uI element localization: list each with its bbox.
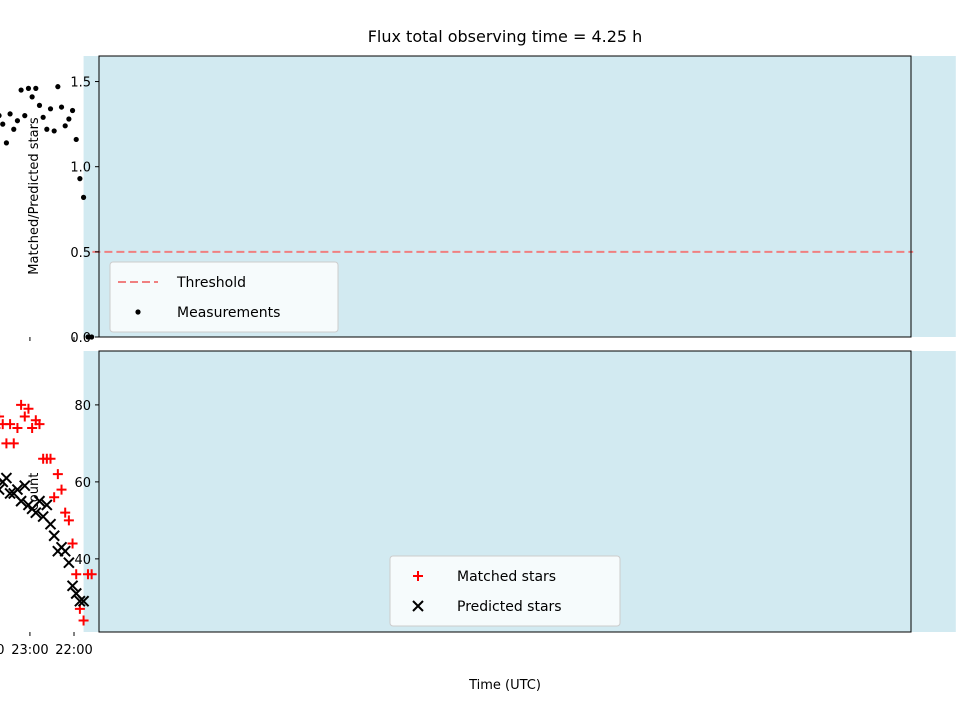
series-measurements [0, 84, 95, 340]
data-point [1, 438, 12, 449]
data-point [44, 126, 50, 132]
legend-marker [412, 600, 424, 612]
data-point [85, 334, 91, 340]
legend-label: Predicted stars [457, 599, 562, 615]
data-point [7, 111, 13, 117]
data-point [8, 487, 20, 500]
data-point [70, 587, 82, 600]
data-point [11, 126, 17, 132]
data-point [67, 538, 78, 549]
plot-frame [98, 350, 912, 633]
data-point [19, 480, 31, 492]
plot-frame [98, 55, 912, 338]
x-tick-label: 00:00 [0, 643, 5, 658]
x-tick-label: 23:00 [11, 643, 48, 658]
data-point [25, 85, 32, 91]
data-point [0, 419, 8, 430]
data-point [48, 530, 60, 542]
data-point [3, 140, 10, 146]
data-point [69, 107, 76, 114]
legend-marker [413, 571, 423, 581]
chart-title: Flux total observing time = 4.25 h [368, 27, 643, 46]
data-point [55, 84, 61, 90]
data-point [62, 123, 68, 129]
data-point [52, 469, 63, 480]
data-point [18, 87, 24, 93]
data-point [63, 515, 74, 526]
data-point [4, 487, 16, 500]
data-point [22, 499, 35, 511]
y-tick-label: 40 [74, 553, 91, 568]
bottom-panel: 40608022:0023:0000:0001:0002:0003:00Matc… [0, 350, 956, 658]
legend-marker [135, 309, 141, 315]
legend-label: Threshold [176, 275, 246, 291]
data-point [60, 507, 71, 518]
top-panel: 0.0 0.5 1.0 1.5 Threshold Measurements [0, 55, 956, 346]
data-point [58, 104, 65, 110]
data-point [56, 484, 67, 495]
data-point [0, 121, 6, 127]
y-tick-label: 60 [74, 476, 91, 491]
series-predicted-stars [0, 472, 90, 607]
data-point [16, 399, 27, 410]
legend-label: Matched stars [457, 569, 556, 585]
y-tick-label: 0.5 [70, 246, 91, 261]
data-point [12, 422, 23, 433]
data-point [80, 194, 87, 200]
data-point [14, 118, 21, 124]
data-point [19, 411, 30, 422]
data-point [0, 476, 9, 488]
series-matched-stars [0, 399, 97, 626]
data-point [27, 422, 38, 433]
data-point [40, 114, 46, 120]
legend-box [109, 261, 339, 333]
y-tick-label: 1.5 [70, 76, 91, 91]
data-point [71, 569, 82, 580]
data-point [66, 116, 72, 122]
data-point [47, 106, 54, 112]
legend-box [389, 555, 621, 627]
data-point [74, 595, 86, 607]
data-point [63, 557, 75, 569]
data-point [82, 569, 93, 580]
data-point [51, 128, 57, 134]
data-point [52, 545, 64, 557]
data-point [30, 415, 41, 426]
data-point [73, 136, 79, 143]
top-y-axis-label: Matched/Predicted stars [27, 117, 42, 275]
y-tick-label: 1.0 [70, 161, 91, 176]
data-point [36, 102, 43, 108]
legend: Matched stars Predicted stars [389, 555, 621, 627]
data-point [29, 94, 35, 100]
data-point [0, 113, 2, 119]
data-point [78, 615, 89, 626]
data-point [23, 403, 34, 414]
data-point [66, 580, 79, 592]
x-axis-label: Time (UTC) [468, 678, 541, 693]
data-point [89, 334, 95, 340]
x-tick-label: 22:00 [55, 643, 92, 658]
data-point [0, 411, 5, 422]
y-tick-label: 0.0 [70, 331, 91, 346]
data-point [49, 492, 60, 503]
data-point [38, 453, 49, 464]
data-point [77, 176, 83, 182]
data-point [33, 85, 39, 91]
legend: Threshold Measurements [109, 261, 339, 333]
data-point [22, 113, 28, 119]
data-point [41, 499, 53, 511]
data-point [37, 510, 49, 523]
data-point [0, 483, 5, 496]
legend-label: Measurements [177, 305, 280, 321]
y-tick-label: 80 [74, 399, 91, 414]
